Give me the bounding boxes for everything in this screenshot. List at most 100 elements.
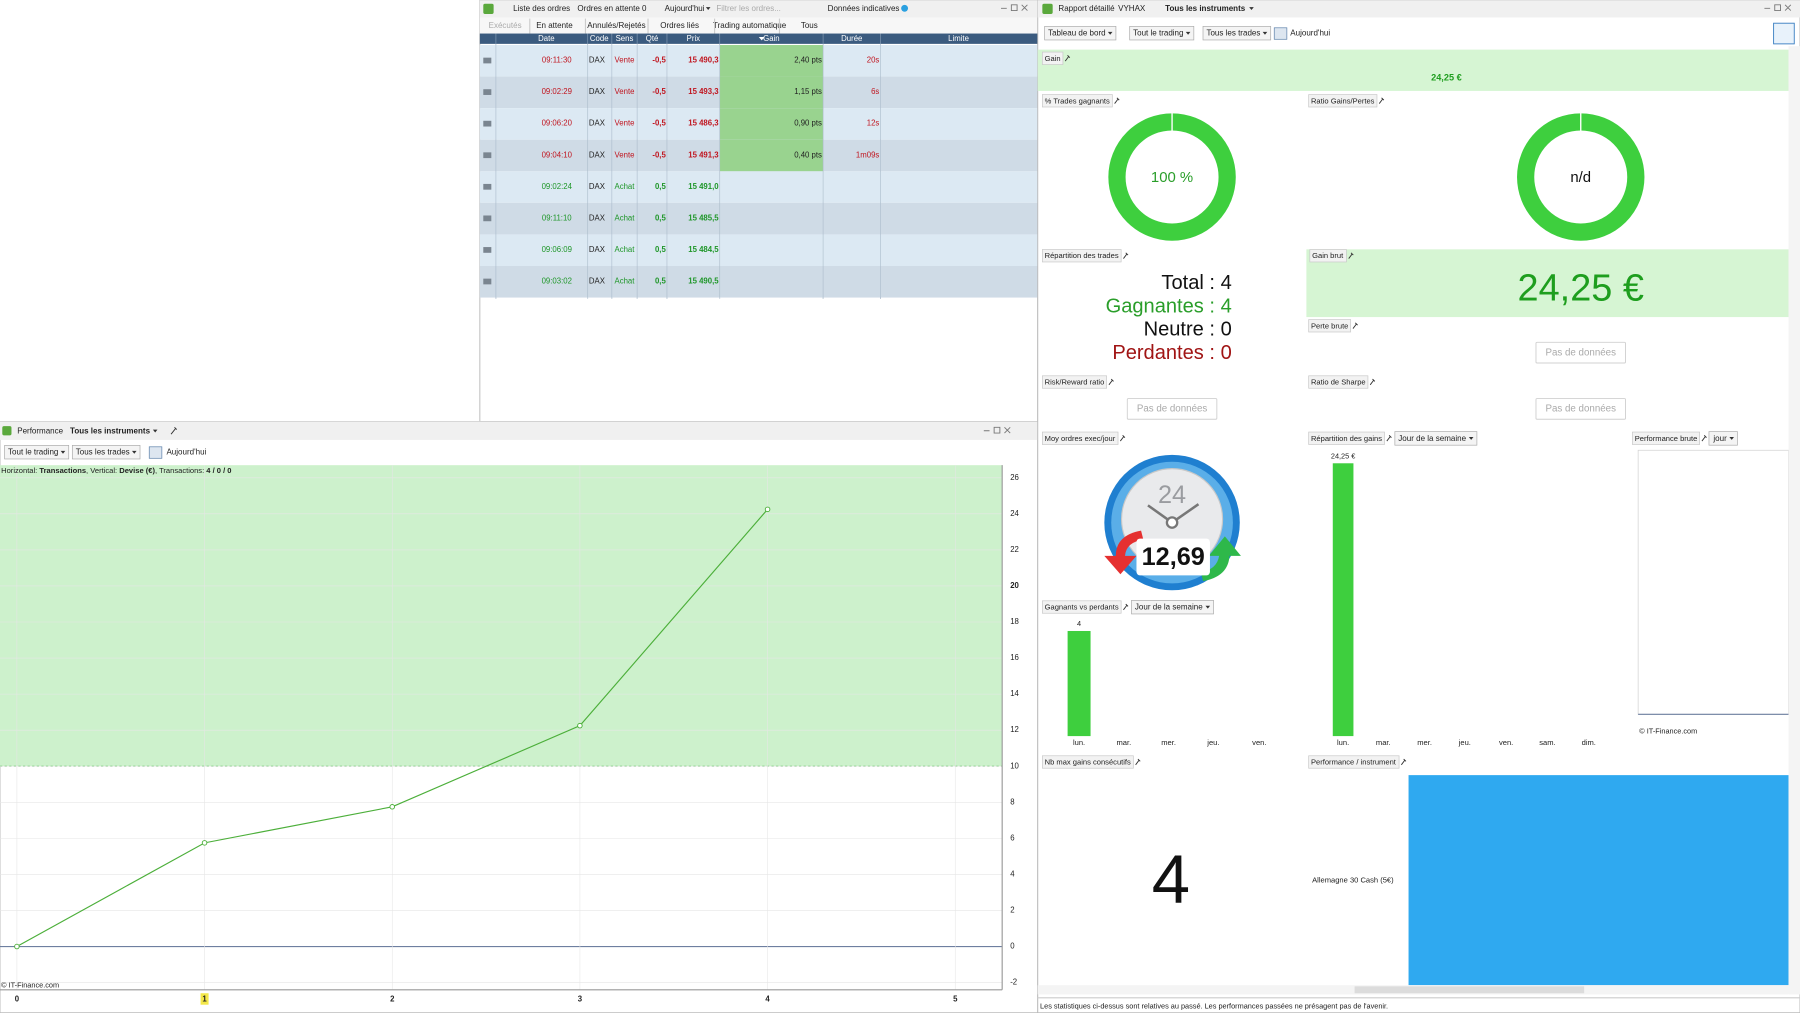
column-header[interactable]: Sens	[616, 34, 634, 43]
tab[interactable]: Annulés/Rejetés	[587, 21, 645, 30]
column-header[interactable]: Durée	[841, 34, 862, 43]
x-tick-label: jeu.	[1206, 738, 1219, 747]
row-icon	[483, 247, 492, 253]
pin-icon	[1386, 435, 1392, 442]
x-tick-label: 2	[390, 995, 395, 1004]
table-row[interactable]	[479, 202, 1038, 235]
toolbar-item[interactable]: Rapport détaillé	[1058, 4, 1115, 13]
row-icon	[483, 278, 492, 285]
no-data-box	[1535, 341, 1626, 364]
x-tick-label: 4	[765, 995, 770, 1004]
cell: -0,5	[652, 87, 666, 96]
gain-cell	[719, 76, 824, 109]
distribution-line: Neutre : 0	[1144, 319, 1232, 341]
dropdown[interactable]: Jour de la semaine	[1398, 434, 1466, 443]
cell: 20s	[867, 56, 880, 65]
dropdown-box[interactable]	[1708, 431, 1738, 446]
row-icon	[483, 215, 492, 222]
widget-label-box	[1308, 431, 1385, 445]
data-point	[201, 840, 208, 846]
dropdown-arrow	[1468, 437, 1474, 440]
y-tick-label: 0	[1010, 942, 1015, 951]
y-tick-label: 24	[1010, 509, 1019, 518]
app-icon	[483, 3, 494, 15]
cell: 09:11:30	[542, 56, 572, 65]
dropdown[interactable]: Tout le trading	[1133, 29, 1183, 38]
column-header[interactable]: Date	[538, 34, 554, 43]
window-controls[interactable]	[1001, 4, 1028, 12]
y-tick-label: 16	[1010, 653, 1019, 662]
table-row[interactable]	[479, 266, 1038, 298]
table-row[interactable]	[479, 234, 1038, 267]
scrollbar[interactable]	[1788, 46, 1800, 995]
dropdown-box[interactable]	[1131, 600, 1214, 615]
toolbar-item[interactable]: Liste des ordres	[513, 4, 570, 13]
cell: 0,5	[655, 213, 667, 222]
dropdown[interactable]: Tous les trades	[76, 448, 130, 457]
distribution-line: Total : 4	[1161, 272, 1231, 294]
filter-input[interactable]: Filtrer les ordres...	[716, 4, 781, 13]
toolbar-item[interactable]: Aujourd'hui	[665, 4, 705, 13]
y-tick-label: -2	[1010, 978, 1017, 987]
dropdown-box[interactable]	[1202, 26, 1272, 41]
dropdown-box[interactable]	[1129, 26, 1195, 41]
column-header[interactable]: Gain	[763, 34, 779, 43]
date-filter[interactable]: Aujourd'hui	[1290, 29, 1330, 38]
widget-label-box	[1308, 375, 1369, 389]
cell: 0,5	[655, 277, 667, 286]
cell: 12s	[867, 119, 880, 128]
instrument-bar	[1408, 775, 1789, 986]
dropdown-arrow	[60, 450, 66, 454]
dropdown[interactable]: Tableau de bord	[1048, 29, 1106, 38]
dropdown[interactable]: Tout le trading	[8, 448, 58, 457]
window-controls[interactable]	[983, 426, 1011, 434]
widget-label: Gain brut	[1312, 251, 1344, 260]
dropdown-box[interactable]	[1044, 26, 1117, 41]
dropdown[interactable]: jour	[1712, 434, 1727, 443]
widget-label: Ratio Gains/Pertes	[1311, 96, 1375, 105]
tab[interactable]: Trading automatique	[713, 21, 787, 30]
data-point	[14, 943, 20, 950]
dropdown-arrow	[705, 7, 711, 11]
column-header[interactable]: Limite	[948, 34, 969, 43]
x-tick-label: mer.	[1417, 738, 1432, 747]
row-icon	[483, 183, 492, 190]
gross-gain-widget	[1306, 249, 1789, 318]
tab[interactable]: Tous	[801, 21, 818, 30]
table-row[interactable]	[479, 171, 1038, 203]
pin-icon	[1123, 252, 1129, 259]
scroll-thumb[interactable]	[1354, 986, 1585, 994]
cell: DAX	[589, 245, 606, 254]
widget-label: Ratio de Sharpe	[1311, 378, 1366, 387]
dropdown-box[interactable]	[71, 445, 141, 460]
cell: 15 485,5	[688, 213, 719, 222]
instrument-select[interactable]: Tous les instruments	[70, 426, 151, 435]
toolbar-item[interactable]: Tous les instruments	[1165, 4, 1246, 13]
x-tick-label: dim.	[1582, 738, 1596, 747]
date-filter[interactable]: Aujourd'hui	[166, 448, 206, 457]
orders-tabs	[479, 17, 1038, 34]
dropdown-box[interactable]	[1394, 431, 1478, 446]
dropdown-box[interactable]	[4, 445, 70, 460]
tab[interactable]: En attente	[536, 21, 573, 30]
caption-part: Devise (€)	[119, 466, 155, 475]
column-header[interactable]: Qté	[646, 34, 659, 43]
column-header[interactable]: Code	[590, 34, 609, 43]
toolbar-item[interactable]: Données indicatives	[828, 4, 900, 13]
pin-icon	[1119, 435, 1126, 442]
window-controls[interactable]	[1764, 4, 1792, 12]
column-header[interactable]: Prix	[687, 34, 701, 43]
y-tick-label: 6	[1010, 833, 1014, 842]
no-data-box	[1126, 398, 1218, 420]
toolbar-item[interactable]: VYHAX	[1118, 4, 1146, 13]
x-tick-label: 1	[202, 995, 207, 1004]
dropdown[interactable]: Jour de la semaine	[1135, 603, 1203, 612]
pin-icon	[170, 426, 178, 435]
tab[interactable]: Exécutés	[489, 21, 522, 30]
toolbar-item[interactable]: Ordres en attente 0	[577, 4, 647, 13]
tab[interactable]: Ordres liés	[660, 21, 699, 30]
cell: 09:02:29	[542, 87, 572, 96]
dropdown-arrow	[152, 429, 158, 433]
gain-value: 24,25 €	[1431, 73, 1462, 83]
dropdown[interactable]: Tous les trades	[1206, 29, 1260, 38]
